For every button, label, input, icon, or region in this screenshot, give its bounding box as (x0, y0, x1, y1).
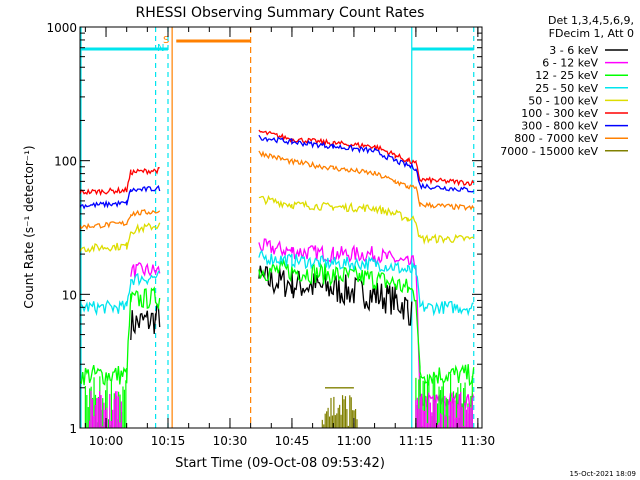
chart-title: RHESSI Observing Summary Count Rates (136, 5, 425, 21)
series-line-6 (79, 166, 160, 197)
series-line-2 (258, 238, 475, 411)
legend-label: 25 - 50 keV (535, 82, 598, 95)
legend-label: 3 - 6 keV (549, 44, 598, 57)
footer-date: 15-Oct-2021 18:09 (570, 470, 636, 478)
series-line-1 (258, 265, 413, 326)
series-line-6 (258, 129, 475, 187)
series-line-8 (79, 209, 161, 231)
legend-label: 6 - 12 keV (542, 57, 598, 70)
y-tick-label: 100 (54, 155, 77, 169)
axes: 1 10 100 1000 10:00 10:15 10:30 10:45 11:00 11:15… (46, 21, 495, 448)
plot-area (79, 27, 475, 428)
series-line-7 (79, 184, 161, 210)
series-line-1 (130, 302, 161, 341)
y-tick-label: 10 (62, 288, 77, 302)
x-tick-label: 10:15 (151, 434, 186, 448)
plot-frame (79, 26, 483, 429)
series-line-4 (79, 270, 161, 317)
x-tick-label: 11:00 (337, 434, 372, 448)
series-line-8 (258, 150, 475, 212)
series-line-3 (258, 258, 475, 387)
series-line-5 (79, 222, 161, 253)
series-line-3 (79, 286, 161, 386)
legend-header-2: FDecim 1, Att 0 (549, 27, 634, 40)
series-line-4 (258, 249, 474, 317)
legend-header-1: Det 1,3,4,5,6,9, (548, 14, 634, 27)
series-line-5 (258, 194, 475, 245)
x-tick-label: 10:00 (89, 434, 124, 448)
legend-label: 7000 - 15000 keV (500, 145, 598, 158)
x-tick-label: 11:15 (399, 434, 434, 448)
y-tick-label: 1 (69, 422, 77, 436)
y-axis-label: Count Rate (s⁻¹ detector⁻¹) (22, 145, 36, 308)
x-tick-label: 10:30 (213, 434, 248, 448)
y-tick-label: 1000 (46, 21, 77, 35)
legend-label: 50 - 100 keV (528, 94, 598, 107)
legend-label: 12 - 25 keV (535, 69, 598, 82)
legend-label: 800 - 7000 keV (514, 132, 598, 145)
legend-label: 300 - 800 keV (521, 120, 598, 133)
series-line-2 (130, 262, 161, 279)
series-line-7 (258, 134, 475, 193)
saa-flag-label: S (163, 35, 169, 46)
x-tick-label: 11:30 (461, 434, 496, 448)
legend-label: 100 - 300 keV (521, 107, 598, 120)
x-axis-label: Start Time (09-Oct-08 09:53:42) (175, 456, 385, 471)
x-tick-label: 10:45 (275, 434, 310, 448)
